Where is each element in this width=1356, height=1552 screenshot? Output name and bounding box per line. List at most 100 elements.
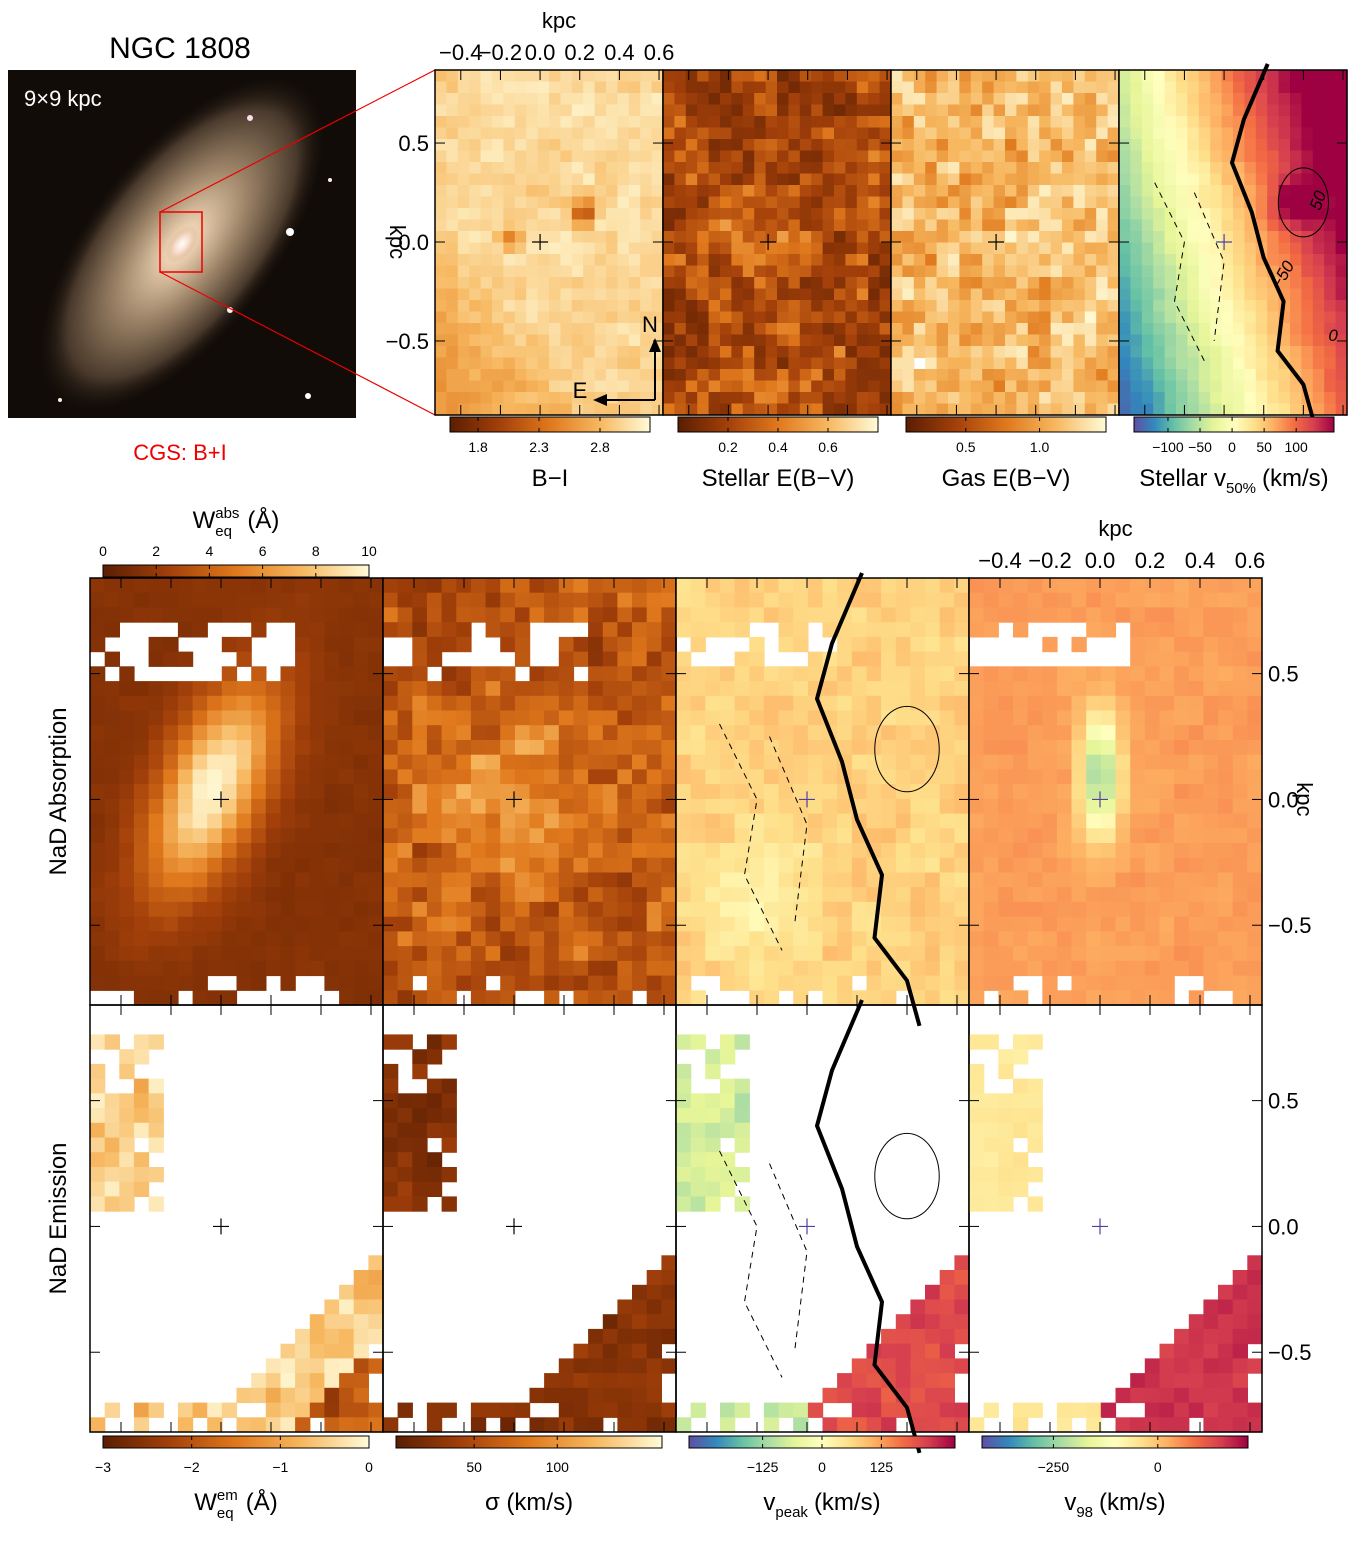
map-pixel [1115, 946, 1131, 962]
map-pixel [742, 150, 755, 163]
map-pixel [993, 300, 1006, 313]
map-pixel [1198, 403, 1211, 416]
map-pixel [939, 843, 955, 859]
map-pixel [571, 357, 584, 370]
map-pixel [1100, 592, 1117, 608]
map-pixel [1086, 990, 1102, 1006]
map-pixel [697, 392, 710, 405]
map-pixel [583, 346, 596, 359]
map-pixel [526, 127, 539, 140]
map-pixel [1203, 828, 1219, 844]
map-pixel [1247, 946, 1263, 962]
map-pixel [807, 975, 824, 991]
map-pixel [939, 666, 955, 682]
map-pixel [1013, 784, 1029, 800]
map-pixel [526, 323, 539, 336]
map-pixel [435, 392, 447, 405]
map-pixel [998, 695, 1014, 712]
map-pixel [251, 975, 267, 991]
map-pixel [1073, 173, 1086, 186]
map-pixel [936, 208, 949, 221]
map-pixel [1290, 403, 1302, 416]
map-pixel [1188, 578, 1205, 594]
map-pixel [925, 173, 938, 186]
map-pixel [485, 798, 501, 815]
map-pixel [500, 975, 516, 991]
map-pixel [685, 300, 698, 313]
map-pixel [1247, 813, 1263, 829]
map-pixel [1312, 242, 1325, 255]
map-pixel [881, 681, 897, 697]
map-pixel [1027, 710, 1043, 726]
map-pixel [1247, 607, 1263, 623]
colorbar [102, 564, 370, 578]
map-pixel [822, 369, 835, 382]
map-pixel [734, 813, 750, 829]
map-pixel [822, 769, 838, 785]
map-pixel [1335, 127, 1348, 140]
map-pixel [881, 798, 897, 815]
map-pixel [799, 162, 812, 175]
map-pixel [970, 357, 983, 370]
map-pixel [708, 93, 721, 106]
map-pixel [588, 740, 604, 756]
map-pixel [1290, 277, 1302, 290]
map-pixel [895, 769, 912, 785]
map-pixel [834, 173, 846, 186]
map-pixel [811, 81, 824, 94]
map-pixel [1071, 681, 1087, 697]
map-pixel [734, 931, 750, 947]
map-pixel [265, 813, 282, 829]
map-pixel [560, 150, 573, 163]
map-pixel [573, 960, 589, 977]
map-pixel [954, 740, 970, 756]
map-pixel [148, 725, 164, 741]
map-pixel [1119, 288, 1131, 301]
map-pixel [353, 990, 369, 1006]
map-pixel [1203, 784, 1219, 800]
map-pixel [1335, 265, 1348, 278]
map-pixel [651, 93, 664, 106]
map-pixel [640, 185, 653, 198]
map-pixel [435, 93, 447, 106]
map-pixel [148, 960, 164, 977]
map-pixel [571, 392, 584, 405]
map-pixel [881, 887, 897, 903]
map-pixel [925, 990, 941, 1006]
map-pixel [720, 857, 736, 874]
map-pixel [503, 127, 516, 140]
map-pixel [470, 857, 487, 874]
map-pixel [485, 916, 501, 932]
map-pixel [500, 681, 516, 697]
map-pixel [1174, 592, 1190, 608]
map-pixel [939, 622, 955, 638]
map-pixel [1084, 70, 1097, 83]
map-pixel [295, 916, 311, 932]
map-pixel [295, 710, 311, 726]
map-pixel [970, 242, 983, 255]
map-pixel [807, 710, 824, 726]
map-pixel [1159, 681, 1175, 697]
map-pixel [1141, 300, 1154, 313]
map-pixel [469, 104, 482, 117]
map-pixel [856, 196, 869, 209]
map-pixel [1244, 323, 1257, 336]
map-pixel [1187, 208, 1200, 221]
map-pixel [492, 254, 504, 267]
map-pixel [788, 93, 801, 106]
map-pixel [913, 242, 926, 255]
map-pixel [544, 872, 560, 888]
map-pixel [1056, 607, 1073, 623]
map-pixel [1062, 150, 1074, 163]
map-pixel [617, 346, 630, 359]
map-pixel [456, 725, 472, 741]
map-pixel [1255, 369, 1268, 382]
map-pixel [514, 265, 527, 278]
map-pixel [1159, 828, 1175, 844]
map-pixel [763, 975, 780, 991]
map-pixel [661, 769, 677, 785]
map-pixel [959, 334, 972, 347]
map-pixel [295, 636, 311, 653]
map-pixel [529, 931, 545, 947]
map-pixel [1335, 81, 1348, 94]
